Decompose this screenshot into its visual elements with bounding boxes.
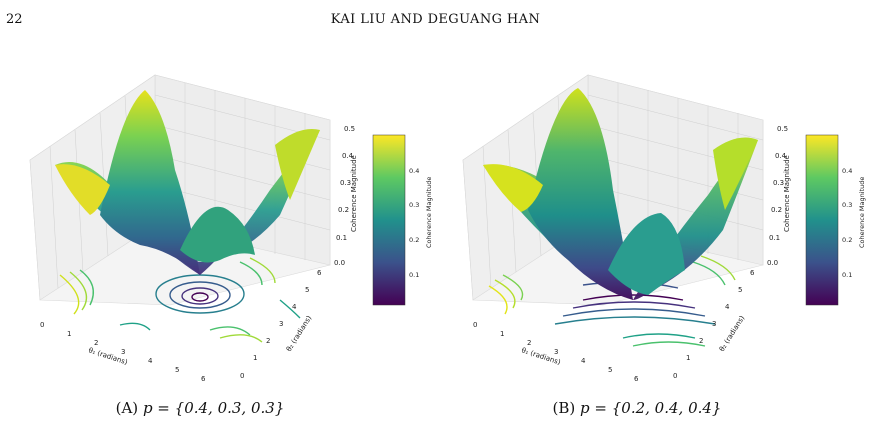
svg-text:0.4: 0.4: [842, 167, 852, 175]
svg-text:0.2: 0.2: [842, 236, 852, 244]
caption-a: (A) p = {0.4, 0.3, 0.3}: [0, 399, 400, 417]
colorbar-a: 0.4 0.3 0.2 0.1 Coherence Magnitude: [372, 134, 433, 306]
z-axis-label-b: Coherence Magnitude: [783, 155, 791, 232]
svg-text:5: 5: [608, 366, 612, 374]
svg-text:0: 0: [240, 372, 244, 380]
svg-text:0.5: 0.5: [344, 125, 355, 133]
svg-text:0.1: 0.1: [336, 234, 347, 242]
svg-text:2: 2: [266, 337, 270, 345]
svg-text:0.0: 0.0: [334, 259, 345, 267]
running-head: KAI LIU AND DEGUANG HAN: [330, 12, 541, 27]
svg-text:0.3: 0.3: [409, 201, 419, 209]
svg-text:4: 4: [581, 357, 586, 365]
svg-text:0: 0: [473, 321, 477, 329]
svg-text:0: 0: [40, 321, 44, 329]
surface-a: [55, 90, 320, 275]
panel-b: 0.5 0.4 0.3 0.2 0.1 0.0 Coherence Magnit…: [462, 74, 866, 383]
colorbar-label-b: Coherence Magnitude: [858, 177, 866, 248]
svg-text:0.1: 0.1: [409, 271, 419, 279]
y-ticks-b: 0 1 2 3 4 5 6: [673, 269, 755, 380]
surface-b: [483, 88, 758, 300]
colorbar-label-a: Coherence Magnitude: [425, 177, 433, 248]
y-axis-label-a: θ₂ (radians): [285, 314, 313, 353]
svg-text:0: 0: [673, 372, 677, 380]
svg-text:4: 4: [725, 303, 730, 311]
svg-text:1: 1: [500, 330, 504, 338]
y-ticks-a: 0 1 2 3 4 5 6: [240, 269, 322, 380]
y-axis-label-b: θ₂ (radians): [718, 314, 746, 353]
svg-text:0.5: 0.5: [777, 125, 788, 133]
caption-a-text: p = {0.4, 0.3, 0.3}: [142, 399, 285, 417]
svg-text:0.3: 0.3: [842, 201, 852, 209]
svg-text:6: 6: [317, 269, 322, 277]
svg-text:3: 3: [712, 320, 716, 328]
svg-text:0.2: 0.2: [771, 206, 782, 214]
caption-b: (B) p = {0.2, 0.4, 0.4}: [437, 399, 837, 417]
z-ticks-b: 0.5 0.4 0.3 0.2 0.1 0.0: [767, 125, 788, 267]
svg-text:6: 6: [750, 269, 755, 277]
svg-text:3: 3: [279, 320, 283, 328]
svg-text:3: 3: [121, 348, 125, 356]
svg-text:0.4: 0.4: [342, 152, 354, 160]
svg-text:4: 4: [292, 303, 297, 311]
page-number: 22: [6, 12, 23, 27]
x-ticks-a: 0 1 2 3 4 5 6: [40, 321, 206, 383]
z-axis-label-a: Coherence Magnitude: [350, 155, 358, 232]
svg-text:6: 6: [634, 375, 639, 383]
svg-text:0.4: 0.4: [409, 167, 419, 175]
svg-text:0.2: 0.2: [338, 206, 349, 214]
panel-a: 0.5 0.4 0.3 0.2 0.1 0.0 Coherence Magnit…: [29, 74, 433, 383]
svg-text:6: 6: [201, 375, 206, 383]
svg-text:1: 1: [67, 330, 71, 338]
svg-text:0.3: 0.3: [340, 179, 351, 187]
x-ticks-b: 0 1 2 3 4 5 6: [473, 321, 639, 383]
svg-text:5: 5: [175, 366, 179, 374]
caption-a-label: (A): [115, 399, 139, 417]
svg-text:2: 2: [94, 339, 98, 347]
svg-text:4: 4: [148, 357, 153, 365]
svg-text:0.1: 0.1: [842, 271, 852, 279]
svg-text:5: 5: [738, 286, 742, 294]
svg-text:5: 5: [305, 286, 309, 294]
svg-text:0.3: 0.3: [773, 179, 784, 187]
svg-text:2: 2: [699, 337, 703, 345]
svg-text:0.1: 0.1: [769, 234, 780, 242]
svg-text:1: 1: [686, 354, 690, 362]
svg-text:2: 2: [527, 339, 531, 347]
colorbar-b: 0.4 0.3 0.2 0.1 Coherence Magnitude: [805, 134, 866, 306]
caption-b-text: p = {0.2, 0.4, 0.4}: [580, 399, 722, 417]
z-ticks-a: 0.5 0.4 0.3 0.2 0.1 0.0: [334, 125, 355, 267]
caption-b-label: (B): [552, 399, 576, 417]
svg-text:0.2: 0.2: [409, 236, 419, 244]
svg-text:1: 1: [253, 354, 257, 362]
svg-text:0.0: 0.0: [767, 259, 778, 267]
svg-text:0.4: 0.4: [775, 152, 787, 160]
svg-text:3: 3: [554, 348, 558, 356]
